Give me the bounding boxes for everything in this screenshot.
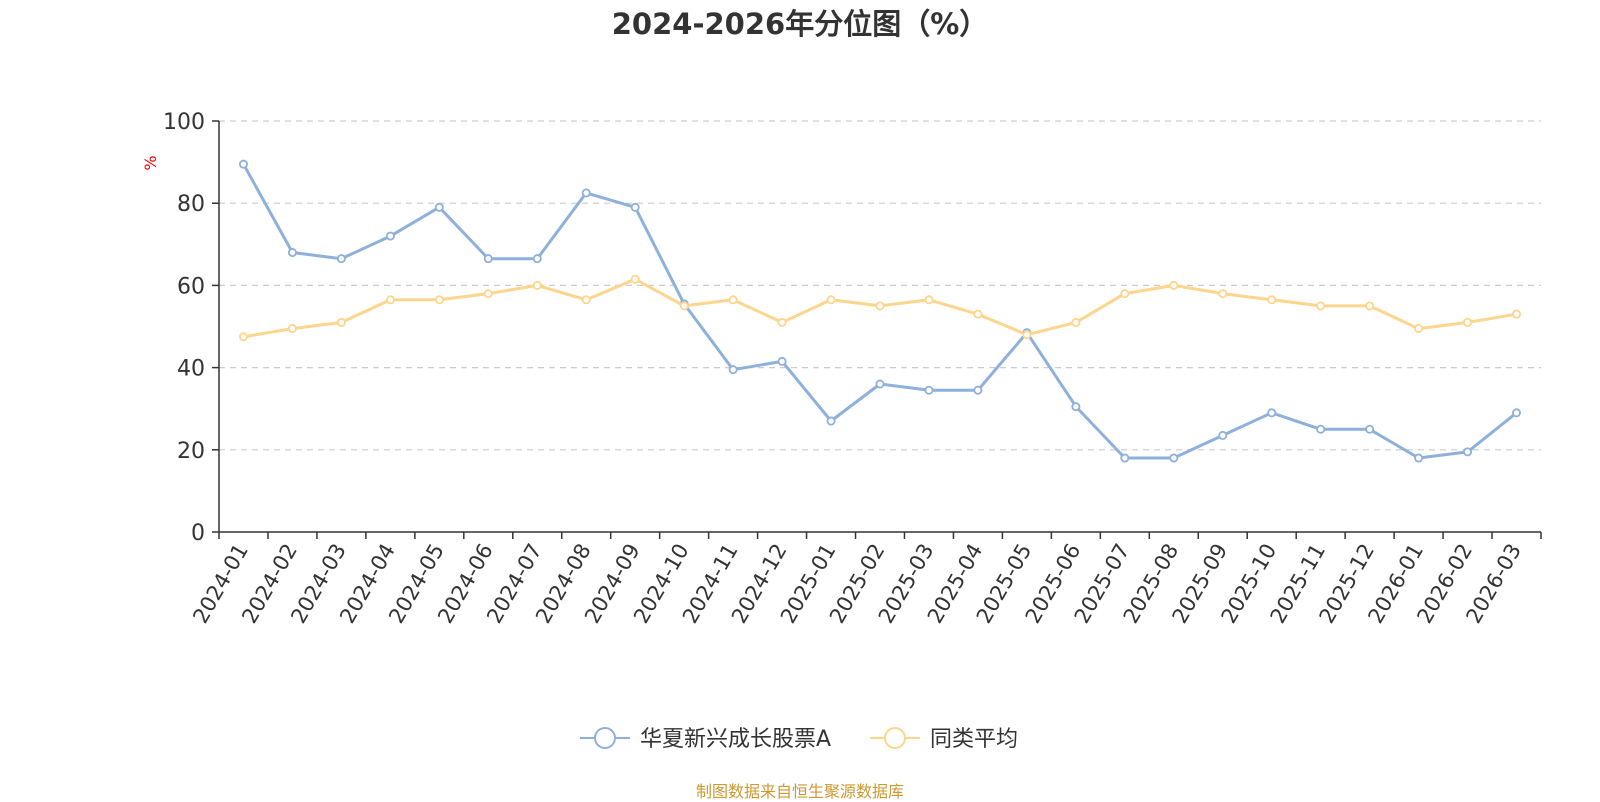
axes: 0204060801002024-012024-022024-032024-04… xyxy=(163,110,1542,627)
data-point xyxy=(532,254,542,264)
data-point xyxy=(1169,453,1179,463)
y-tick-label: 80 xyxy=(177,192,205,217)
data-point xyxy=(875,301,885,311)
data-point xyxy=(679,301,689,311)
data-point xyxy=(336,254,346,264)
legend-marker-icon xyxy=(594,727,616,749)
series xyxy=(238,159,1522,463)
data-point xyxy=(728,295,738,305)
data-point xyxy=(238,159,248,169)
legend[interactable]: 华夏新兴成长股票A 同类平均 xyxy=(580,727,1018,752)
data-point xyxy=(728,365,738,375)
data-point xyxy=(1414,453,1424,463)
data-point xyxy=(1414,324,1424,334)
data-point xyxy=(1316,424,1326,434)
data-point xyxy=(532,280,542,290)
legend-item-1[interactable]: 同类平均 xyxy=(870,727,1018,752)
data-point xyxy=(1218,289,1228,299)
data-point xyxy=(826,295,836,305)
y-tick-label: 100 xyxy=(163,110,205,135)
data-point xyxy=(1267,295,1277,305)
data-point xyxy=(1365,424,1375,434)
data-point xyxy=(924,385,934,395)
data-point xyxy=(434,295,444,305)
data-point xyxy=(483,254,493,264)
data-point xyxy=(1071,402,1081,412)
data-point xyxy=(973,309,983,319)
data-point xyxy=(630,274,640,284)
data-point xyxy=(581,295,591,305)
source-note: 制图数据来自恒生聚源数据库 xyxy=(695,782,904,801)
legend-item-0[interactable]: 华夏新兴成长股票A xyxy=(580,727,831,752)
data-point xyxy=(483,289,493,299)
legend-marker-icon xyxy=(884,727,906,749)
gridlines xyxy=(219,120,1541,451)
chart-title: 2024-2026年分位图（%） xyxy=(611,7,989,41)
data-point xyxy=(875,379,885,389)
data-point xyxy=(581,188,591,198)
data-point xyxy=(1512,408,1522,418)
data-point xyxy=(1120,453,1130,463)
data-point xyxy=(238,332,248,342)
data-point xyxy=(385,231,395,241)
y-axis-label: % xyxy=(141,155,160,170)
legend-label: 华夏新兴成长股票A xyxy=(640,727,831,752)
data-point xyxy=(826,416,836,426)
data-point xyxy=(1365,301,1375,311)
data-point xyxy=(1463,317,1473,327)
data-point xyxy=(287,248,297,258)
data-point xyxy=(287,324,297,334)
series-line-0 xyxy=(242,163,1518,460)
data-point xyxy=(1169,280,1179,290)
data-point xyxy=(1218,430,1228,440)
y-tick-label: 60 xyxy=(177,274,205,299)
data-point xyxy=(1512,309,1522,319)
data-point xyxy=(336,317,346,327)
data-point xyxy=(1316,301,1326,311)
data-point xyxy=(434,202,444,212)
data-point xyxy=(924,295,934,305)
data-point xyxy=(1120,289,1130,299)
y-tick-label: 40 xyxy=(177,357,205,382)
data-point xyxy=(630,202,640,212)
y-tick-label: 20 xyxy=(177,439,205,464)
data-point xyxy=(777,317,787,327)
data-point xyxy=(777,356,787,366)
data-point xyxy=(1267,408,1277,418)
data-point xyxy=(385,295,395,305)
data-point xyxy=(1071,317,1081,327)
data-point xyxy=(973,385,983,395)
data-point xyxy=(1463,447,1473,457)
legend-label: 同类平均 xyxy=(930,727,1018,752)
data-point xyxy=(1022,330,1032,340)
y-tick-label: 0 xyxy=(191,521,205,546)
